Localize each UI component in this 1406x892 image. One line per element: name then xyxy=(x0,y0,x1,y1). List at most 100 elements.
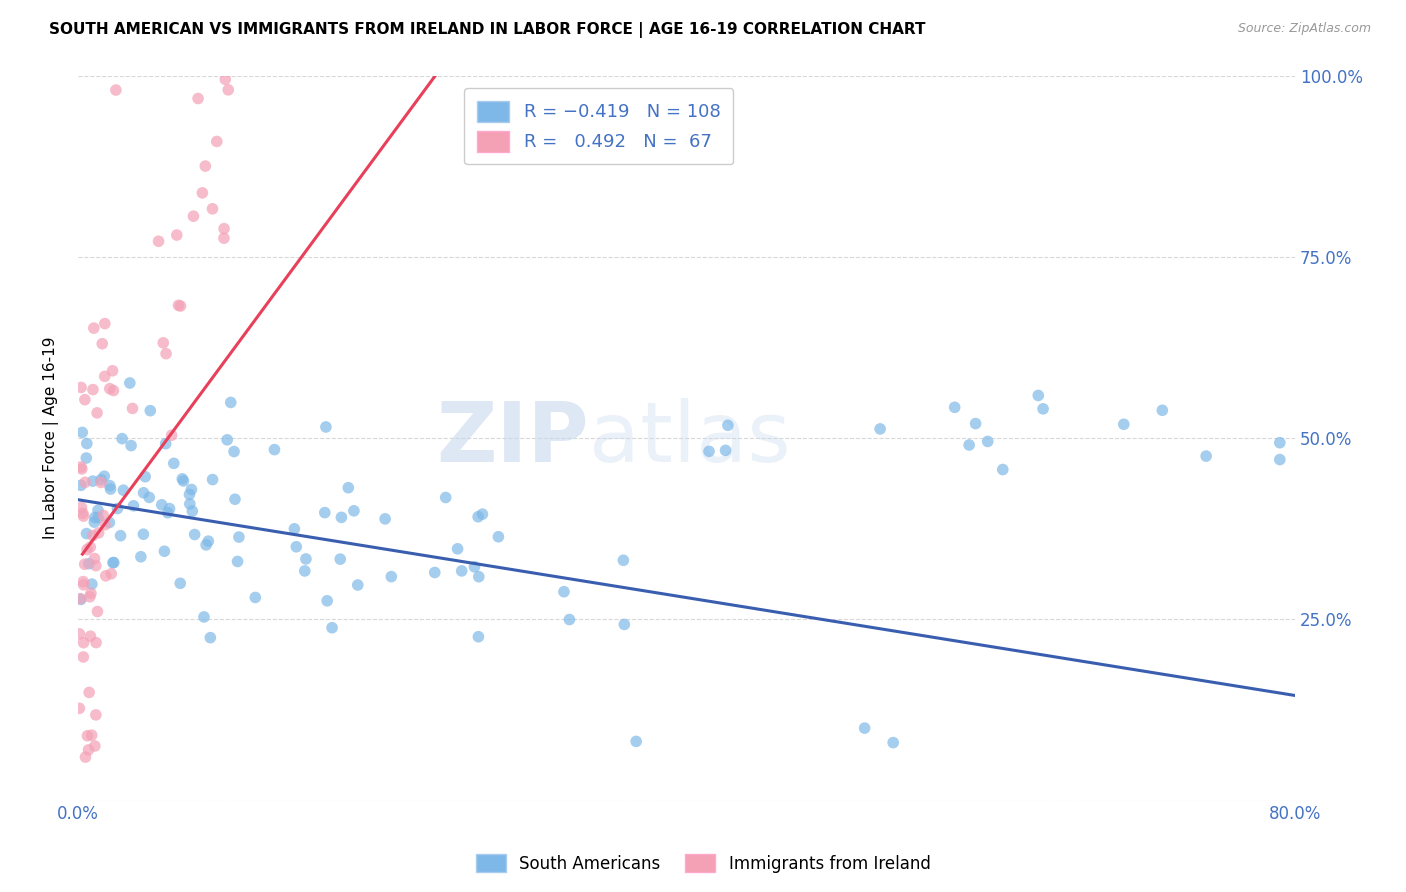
Point xyxy=(72,574,94,589)
Point xyxy=(77,743,100,757)
Point xyxy=(181,504,204,518)
Point xyxy=(86,605,108,619)
Point xyxy=(70,592,93,607)
Point xyxy=(79,629,101,643)
Point xyxy=(121,401,143,416)
Point xyxy=(294,564,316,578)
Point xyxy=(118,376,141,390)
Point xyxy=(166,227,188,242)
Point xyxy=(132,485,155,500)
Point xyxy=(120,439,142,453)
Point xyxy=(315,420,337,434)
Point xyxy=(957,438,980,452)
Point xyxy=(98,516,121,530)
Point xyxy=(70,380,93,394)
Point xyxy=(179,497,201,511)
Point xyxy=(201,202,224,216)
Point xyxy=(104,83,127,97)
Point xyxy=(129,549,152,564)
Point xyxy=(160,428,183,442)
Point xyxy=(212,231,235,245)
Point xyxy=(169,576,191,591)
Point xyxy=(80,577,103,591)
Point xyxy=(380,569,402,583)
Point xyxy=(943,401,966,415)
Point xyxy=(624,734,647,748)
Point xyxy=(84,707,107,722)
Point xyxy=(463,559,485,574)
Point xyxy=(112,483,135,498)
Point xyxy=(72,425,94,440)
Point xyxy=(91,508,114,523)
Point xyxy=(70,462,93,476)
Point xyxy=(434,491,457,505)
Point xyxy=(80,586,103,600)
Point xyxy=(205,135,228,149)
Point xyxy=(72,509,94,524)
Text: Source: ZipAtlas.com: Source: ZipAtlas.com xyxy=(1237,22,1371,36)
Point xyxy=(73,558,96,572)
Point xyxy=(100,566,122,581)
Point xyxy=(72,635,94,649)
Point xyxy=(93,469,115,483)
Point xyxy=(103,556,125,570)
Point xyxy=(76,542,98,557)
Point xyxy=(100,482,122,496)
Point xyxy=(224,492,246,507)
Point xyxy=(180,483,202,497)
Point xyxy=(101,556,124,570)
Text: ZIP: ZIP xyxy=(437,398,589,479)
Point xyxy=(965,417,987,431)
Point xyxy=(219,395,242,409)
Point xyxy=(1032,401,1054,416)
Point xyxy=(486,530,509,544)
Text: SOUTH AMERICAN VS IMMIGRANTS FROM IRELAND IN LABOR FORCE | AGE 16-19 CORRELATION: SOUTH AMERICAN VS IMMIGRANTS FROM IRELAN… xyxy=(49,22,925,38)
Point xyxy=(103,384,125,398)
Point xyxy=(83,551,105,566)
Point xyxy=(295,552,318,566)
Point xyxy=(82,474,104,488)
Point xyxy=(169,299,191,313)
Point xyxy=(150,498,173,512)
Point xyxy=(77,685,100,699)
Point xyxy=(93,369,115,384)
Point xyxy=(991,462,1014,476)
Point xyxy=(467,509,489,524)
Point xyxy=(869,422,891,436)
Text: atlas: atlas xyxy=(589,398,790,479)
Point xyxy=(69,591,91,606)
Point xyxy=(155,436,177,450)
Point xyxy=(558,613,581,627)
Point xyxy=(195,538,218,552)
Point xyxy=(217,433,239,447)
Point xyxy=(217,83,239,97)
Point xyxy=(374,512,396,526)
Point xyxy=(172,474,194,488)
Point xyxy=(200,631,222,645)
Point xyxy=(82,383,104,397)
Point xyxy=(613,617,636,632)
Point xyxy=(98,479,121,493)
Point xyxy=(329,552,352,566)
Point xyxy=(714,443,737,458)
Point xyxy=(977,434,1000,449)
Point xyxy=(1195,449,1218,463)
Point xyxy=(882,736,904,750)
Point xyxy=(86,406,108,420)
Point xyxy=(77,557,100,571)
Point xyxy=(212,221,235,235)
Point xyxy=(346,578,368,592)
Point xyxy=(423,566,446,580)
Legend: South Americans, Immigrants from Ireland: South Americans, Immigrants from Ireland xyxy=(470,847,936,880)
Point xyxy=(134,469,156,483)
Point xyxy=(70,478,93,492)
Point xyxy=(70,500,93,515)
Point xyxy=(148,234,170,248)
Point xyxy=(122,499,145,513)
Point xyxy=(87,525,110,540)
Point xyxy=(138,491,160,505)
Point xyxy=(450,564,472,578)
Point xyxy=(717,418,740,433)
Point xyxy=(179,487,201,501)
Point xyxy=(553,584,575,599)
